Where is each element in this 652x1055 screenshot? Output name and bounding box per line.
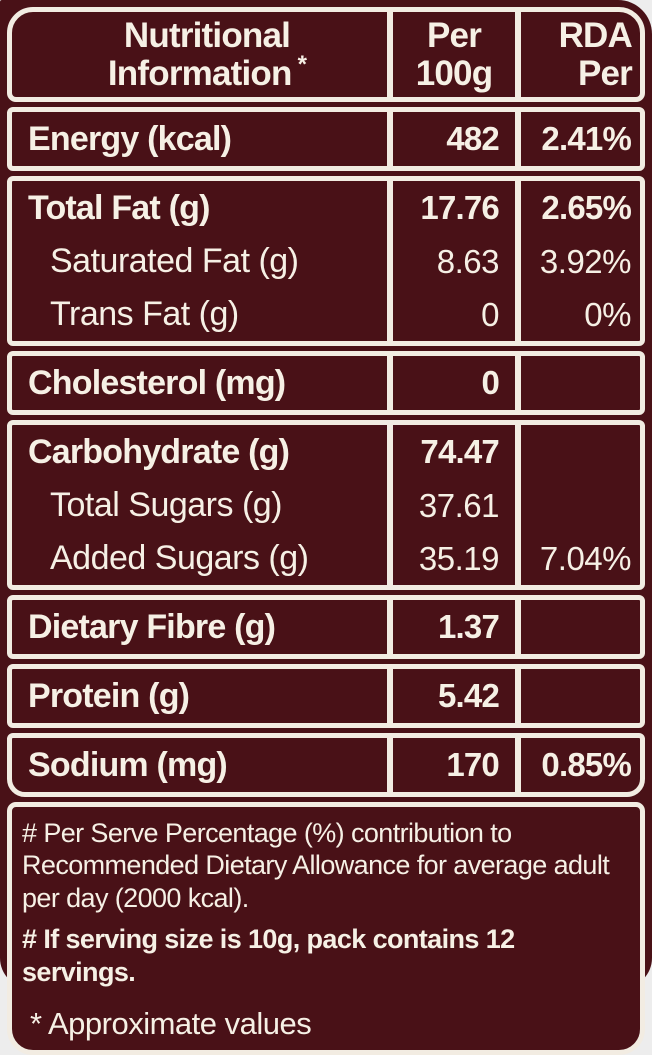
rda-per-serve-value: 3.92% — [515, 235, 640, 288]
rda-per-serve-value: 2.41% — [515, 112, 640, 166]
nutrient-section: Protein (g) 5.42 — [7, 664, 645, 728]
nutrient-label: Added Sugars (g) — [50, 539, 309, 577]
header-nutritional-information: Nutritional Information * — [12, 12, 387, 97]
footnotes-box: # Per Serve Percentage (%) contribution … — [7, 802, 645, 1055]
rda-per-serve-value: 0% — [515, 288, 640, 341]
footnote-rda-definition: # Per Serve Percentage (%) contribution … — [22, 818, 610, 913]
approx-asterisk-mark: * — [297, 50, 307, 78]
header-per-line2: 100g — [415, 53, 493, 93]
rda-per-serve-value: 0.85% — [515, 738, 640, 792]
nutrient-label: Total Fat (g) — [28, 188, 210, 227]
header-rda-per-serve: % RDA Per Serve# — [515, 12, 640, 97]
per-100g-value: 8.63 — [387, 235, 515, 288]
rda-per-serve-value — [515, 479, 640, 532]
per-100g-value: 74.47 — [387, 425, 515, 479]
rda-per-serve-value — [515, 600, 640, 654]
per-100g-value: 17.76 — [387, 181, 515, 235]
nutrient-section: Total Fat (g) 17.76 2.65% Saturated Fat (g)… — [7, 176, 645, 346]
nutrient-section: Cholesterol (mg) 0 — [7, 351, 645, 415]
footnote-serving-size: # If serving size is 10g, pack contains … — [22, 924, 515, 987]
rda-per-serve-value: 2.65% — [515, 181, 640, 235]
nutrient-label: Cholesterol (mg) — [28, 363, 286, 402]
nutrient-label: Saturated Fat (g) — [50, 242, 299, 280]
nutrition-table-header: Nutritional Information* Per 100g % RDA … — [7, 7, 645, 102]
rda-per-serve-value — [515, 425, 640, 479]
header-rda-line1: % RDA Per — [558, 12, 633, 93]
per-100g-value: 170 — [387, 738, 515, 792]
per-100g-value: 482 — [387, 112, 515, 166]
per-100g-value: 0 — [387, 288, 515, 341]
nutrient-label: Energy (kcal) — [28, 119, 232, 158]
nutrient-section: Energy (kcal) 482 2.41% — [7, 107, 645, 171]
per-100g-value: 1.37 — [387, 600, 515, 654]
header-per-line1: Per — [426, 16, 482, 56]
per-100g-value: 5.42 — [387, 669, 515, 723]
nutrient-label: Dietary Fibre (g) — [28, 607, 276, 646]
nutrient-label: Protein (g) — [28, 676, 190, 715]
rda-per-serve-value: 7.04% — [515, 532, 640, 585]
nutrient-label: Total Sugars (g) — [50, 486, 283, 524]
per-100g-value: 37.61 — [387, 479, 515, 532]
per-100g-value: 0 — [387, 356, 515, 410]
nutrient-label: Trans Fat (g) — [50, 295, 239, 333]
nutrient-section: Carbohydrate (g) 74.47 Total Sugars (g) 37.… — [7, 420, 645, 590]
nutrient-label: Sodium (mg) — [28, 745, 228, 784]
rda-per-serve-value — [515, 669, 640, 723]
nutrient-label: Carbohydrate (g) — [28, 432, 290, 471]
header-rda-line2: Serve# — [521, 91, 633, 97]
nutrient-section: Dietary Fibre (g) 1.37 — [7, 595, 645, 659]
header-title-line1: Nutritional — [123, 16, 291, 56]
serve-hash-mark: # — [613, 91, 632, 97]
header-title-line2: Information * — [107, 50, 307, 93]
header-per-100g: Per 100g — [387, 12, 515, 97]
footnote-approximate-values: * Approximate values — [30, 1005, 312, 1041]
nutrient-section: Sodium (mg) 170 0.85% — [7, 733, 645, 797]
per-100g-value: 35.19 — [387, 532, 515, 585]
rda-per-serve-value — [515, 356, 640, 410]
